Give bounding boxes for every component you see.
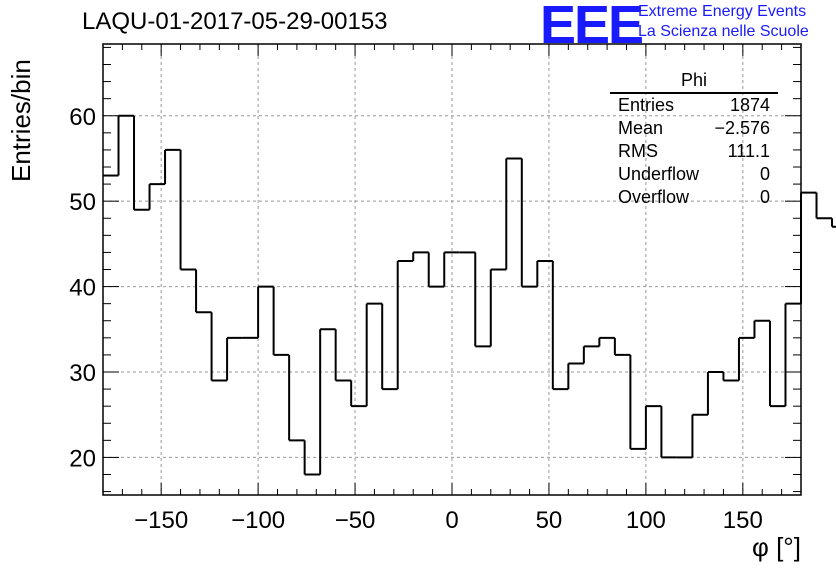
- x-tick-label: 150: [723, 507, 763, 534]
- histogram-bin: [210, 312, 228, 382]
- stats-value: 1874: [729, 95, 770, 115]
- x-tick-label: −50: [335, 507, 376, 534]
- histogram-bin: [381, 303, 398, 391]
- y-tick-label: 60: [69, 104, 96, 131]
- histogram-bin: [691, 413, 708, 458]
- histogram-bin: [117, 114, 135, 176]
- histogram-bin: [396, 259, 414, 390]
- histogram-bin: [226, 336, 243, 381]
- histogram-bin: [164, 148, 181, 185]
- histogram-bin: [443, 251, 460, 287]
- histogram-bin: [334, 329, 352, 382]
- histogram-bin: [257, 285, 274, 338]
- stats-row-entries: Entries 1874: [610, 94, 778, 117]
- stats-row-overflow: Overflow 0: [610, 186, 778, 209]
- x-tick-label: −100: [231, 507, 285, 534]
- histogram-bin: [598, 336, 615, 347]
- stats-label: RMS: [618, 141, 658, 161]
- logo-line-1: Extreme Energy Events: [638, 3, 807, 20]
- histogram-bin: [195, 269, 212, 314]
- histogram-bin: [660, 406, 677, 459]
- histogram-bin: [582, 345, 600, 364]
- x-tick-label: 0: [445, 507, 458, 534]
- histogram-bin: [768, 320, 786, 408]
- histogram-bin: [272, 286, 290, 356]
- stats-value: 111.1: [727, 141, 770, 161]
- logo-caption: Extreme Energy Events La Scienza nelle S…: [638, 2, 809, 42]
- histogram-bin: [629, 354, 646, 450]
- histogram-bin: [412, 251, 429, 261]
- histogram-bin: [536, 259, 553, 287]
- stats-value: 0: [759, 187, 770, 207]
- stats-value: 0: [759, 164, 770, 184]
- x-tick-label: 100: [626, 507, 666, 534]
- y-tick-label: 50: [69, 189, 96, 216]
- stats-row-underflow: Underflow 0: [610, 163, 778, 186]
- histogram-bin: [551, 260, 569, 391]
- y-tick-label: 30: [69, 360, 96, 387]
- stats-row-mean: Mean −2.576: [610, 117, 778, 140]
- histogram-bin: [644, 405, 662, 449]
- histogram-bin: [474, 252, 491, 348]
- stats-value: −2.576: [714, 118, 770, 138]
- histogram-bin: [350, 380, 367, 408]
- histogram-bin: [288, 354, 305, 442]
- histogram-bin: [179, 149, 197, 271]
- stats-box: Phi Entries 1874 Mean −2.576 RMS 111.1 U…: [610, 70, 778, 209]
- x-tick-label: 50: [536, 507, 563, 534]
- histogram-bin: [613, 337, 631, 356]
- histogram-bin: [133, 115, 150, 211]
- x-tick-label: −150: [134, 507, 188, 534]
- histogram-bin: [505, 157, 522, 270]
- histogram-bin: [365, 302, 383, 407]
- histogram-bin: [520, 158, 538, 288]
- y-tick-label: 40: [69, 275, 96, 302]
- stats-label: Underflow: [618, 164, 700, 184]
- histogram-bin: [148, 183, 166, 210]
- y-axis-label: Entries/bin: [6, 59, 36, 182]
- histogram-bin: [831, 218, 836, 228]
- histogram-bin: [489, 268, 507, 347]
- histogram-bin: [737, 336, 755, 381]
- y-tick-label: 20: [69, 445, 96, 472]
- x-axis-label: φ [°]: [752, 532, 801, 562]
- eee-logo: EEE: [540, 0, 644, 55]
- stats-label: Overflow: [618, 187, 690, 207]
- histogram-bin: [815, 192, 833, 220]
- plot-title: LAQU-01-2017-05-29-00153: [82, 8, 388, 35]
- histogram-bin: [303, 440, 321, 476]
- histogram-bin: [567, 362, 584, 390]
- histogram-bin: [706, 371, 724, 415]
- histogram-bin: [753, 319, 770, 338]
- histogram-bin: [319, 328, 336, 475]
- histogram-bin: [800, 191, 817, 304]
- histogram-bin: [722, 372, 739, 382]
- stats-label: Entries: [618, 95, 675, 115]
- stats-row-rms: RMS 111.1: [610, 140, 778, 163]
- logo-line-2: La Scienza nelle Scuole: [638, 23, 809, 40]
- stats-title: Phi: [610, 70, 778, 94]
- histogram-bin: [427, 252, 445, 288]
- stats-label: Mean: [618, 118, 664, 138]
